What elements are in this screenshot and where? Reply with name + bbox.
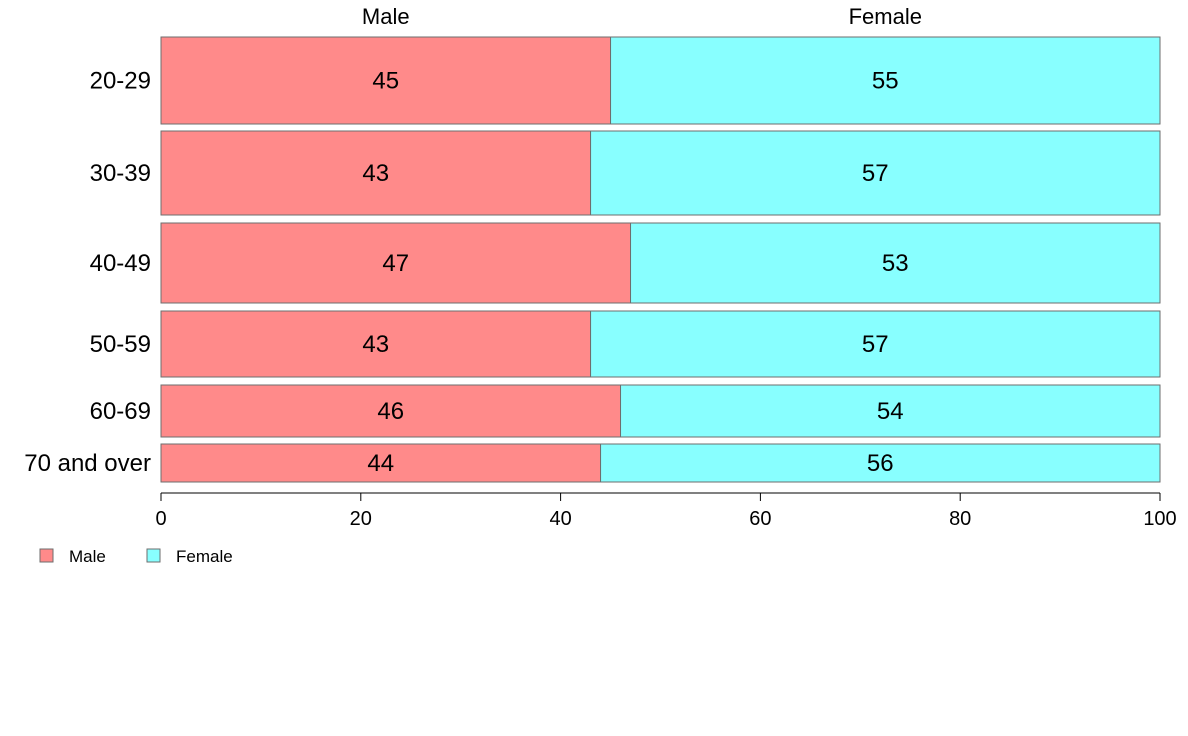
x-tick-label-2: 40: [549, 508, 571, 530]
legend-label-female: Female: [176, 547, 233, 566]
bar-female-4: [620, 384, 1161, 438]
value-label-male-1: 43: [362, 160, 389, 187]
column-header-male: Male: [362, 4, 410, 29]
legend-swatch-male: [39, 548, 54, 563]
bar-female-3: [590, 310, 1161, 378]
value-label-male-0: 45: [372, 68, 399, 95]
column-headers: Male Female: [362, 4, 922, 29]
category-label-4: 60-69: [90, 398, 151, 425]
value-label-female-1: 57: [862, 160, 889, 187]
x-tick-label-1: 20: [350, 508, 372, 530]
bar-male-2: [160, 222, 632, 304]
x-tick-label-3: 60: [749, 508, 771, 530]
category-label-1: 30-39: [90, 160, 151, 187]
bar-male-1: [160, 130, 592, 216]
value-label-female-4: 54: [877, 398, 904, 425]
value-label-male-2: 47: [382, 250, 409, 277]
value-label-male-4: 46: [377, 398, 404, 425]
category-labels: 20-29 30-39 40-49 50-59 60-69 70 and over: [24, 68, 151, 478]
legend-swatch-female: [146, 548, 161, 563]
x-axis: 0 20 40 60 80 100: [155, 492, 1177, 530]
x-tick-label-4: 80: [949, 508, 971, 530]
category-label-0: 20-29: [90, 68, 151, 95]
value-label-male-3: 43: [362, 331, 389, 358]
category-label-2: 40-49: [90, 250, 151, 277]
bar-female-1: [590, 130, 1161, 216]
bar-male-4: [160, 384, 622, 438]
category-label-5: 70 and over: [24, 450, 151, 477]
bar-female-5: [600, 443, 1161, 483]
legend-label-male: Male: [69, 547, 106, 566]
value-label-female-2: 53: [882, 250, 909, 277]
bar-female-0: [610, 36, 1161, 125]
value-label-female-3: 57: [862, 331, 889, 358]
value-label-female-0: 55: [872, 68, 899, 95]
bar-female-2: [630, 222, 1161, 304]
bars-group: 45 55 43 57 47 53 43 57 46 54 44 56: [160, 36, 1161, 483]
x-tick-label-0: 0: [155, 508, 166, 530]
column-header-female: Female: [849, 4, 922, 29]
bar-male-3: [160, 310, 592, 378]
x-tick-label-5: 100: [1143, 508, 1176, 530]
value-label-male-5: 44: [367, 450, 394, 477]
legend: Male Female: [39, 547, 233, 566]
value-label-female-5: 56: [867, 450, 894, 477]
bar-male-0: [160, 36, 612, 125]
category-label-3: 50-59: [90, 331, 151, 358]
